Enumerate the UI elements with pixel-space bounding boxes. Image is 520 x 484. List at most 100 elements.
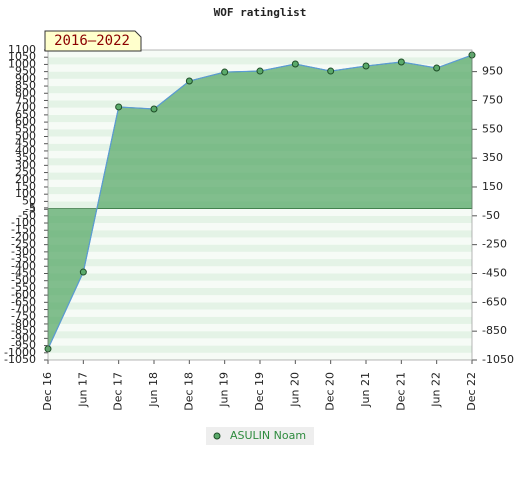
band: [48, 280, 472, 288]
x-tick-label: Dec 19: [253, 372, 266, 411]
y-tick-label: -550: [11, 281, 36, 294]
band: [48, 208, 472, 216]
y-tick-label: 1000: [8, 57, 36, 70]
point: [291, 60, 299, 68]
band: [48, 309, 472, 317]
y-tick-label: -450: [11, 266, 36, 279]
y-tick-label: 700: [15, 101, 36, 114]
y-tick-label: -200: [11, 230, 36, 243]
band: [48, 352, 472, 360]
y-tick-label: -900: [11, 331, 36, 344]
y2-tick-label: -650: [482, 295, 507, 308]
y-tick-label: -800: [11, 317, 36, 330]
band: [48, 345, 472, 353]
y-tick-label: -500: [11, 274, 36, 287]
y-tick-label: 600: [15, 115, 36, 128]
band: [48, 50, 472, 58]
legend-marker: [213, 432, 221, 440]
band: [48, 251, 472, 260]
point: [397, 58, 405, 66]
y2-tick-label: -50: [482, 209, 500, 222]
y-tick-label: 350: [15, 151, 36, 164]
band: [48, 331, 472, 339]
y-tick-label: 250: [15, 166, 36, 179]
point: [150, 105, 158, 113]
y-tick-label: -1000: [4, 346, 36, 359]
legend-label: ASULIN Noam: [230, 429, 306, 442]
y-tick-label: 200: [15, 173, 36, 186]
y-tick-label: 800: [15, 86, 36, 99]
y-tick-label: -100: [11, 216, 36, 229]
band: [48, 273, 472, 281]
x-tick-label: Dec 17: [112, 372, 125, 411]
y2-tick-label: 950: [482, 65, 503, 78]
plot-frame: [47, 49, 473, 361]
x-tick-label: Jun 17: [76, 372, 89, 408]
y2-tick-label: -250: [482, 238, 507, 251]
band: [48, 223, 472, 231]
y-tick-label: 500: [15, 130, 36, 143]
band: [48, 338, 472, 346]
band: [48, 237, 472, 245]
chart-title: WOF ratinglist: [214, 6, 307, 19]
point: [115, 103, 123, 111]
y-tick-label: -50: [18, 209, 36, 222]
y-tick-label: 650: [15, 108, 36, 121]
point: [362, 62, 370, 70]
y2-tick-label: 750: [482, 93, 503, 106]
badge: 2016–2022: [54, 33, 130, 49]
y-tick-label: -350: [11, 252, 36, 265]
point: [256, 67, 264, 75]
y-tick-label: -700: [11, 303, 36, 316]
x-tick-label: Jun 22: [430, 372, 443, 408]
y-tick-label: -300: [11, 245, 36, 258]
band: [48, 316, 472, 324]
x-tick-label: Dec 21: [394, 372, 407, 411]
y-tick-label: 750: [15, 93, 36, 106]
band: [48, 287, 472, 296]
badge-box: [44, 30, 142, 52]
y2-tick-label: 150: [482, 180, 503, 193]
y-tick-label: -1050: [4, 353, 36, 366]
x-tick-label: Dec 20: [324, 372, 337, 411]
y-tick-label: -950: [11, 339, 36, 352]
x-tick-label: Dec 18: [182, 372, 195, 411]
x-tick-label: Jun 19: [218, 372, 231, 408]
y-tick-label: 150: [15, 180, 36, 193]
y-tick-label: -600: [11, 288, 36, 301]
y2-tick-label: -450: [482, 266, 507, 279]
x-tick-label: Dec 16: [41, 372, 54, 411]
band: [48, 266, 472, 274]
y-tick-label: 400: [15, 144, 36, 157]
band: [48, 302, 472, 310]
band: [48, 259, 472, 267]
x-tick-label: Jun 20: [288, 372, 301, 408]
y-tick-label: 1050: [8, 50, 36, 63]
point: [79, 268, 87, 276]
band: [48, 323, 472, 332]
band: [48, 244, 472, 252]
point: [221, 68, 229, 76]
y2-tick-label: 350: [482, 151, 503, 164]
legend-box: [206, 427, 314, 445]
y-tick-label: -850: [11, 324, 36, 337]
y-tick-label: -750: [11, 310, 36, 323]
x-tick-label: Dec 22: [465, 372, 478, 411]
y-tick-label: 5: [29, 201, 36, 214]
x-tick-label: Jun 21: [359, 372, 372, 408]
x-tick-label: Jun 18: [147, 372, 160, 408]
y-tick-label: -5: [25, 202, 36, 215]
y2-tick-label: 550: [482, 122, 503, 135]
y2-tick-label: -850: [482, 324, 507, 337]
point: [327, 67, 335, 75]
band: [48, 215, 472, 224]
y-tick-label: 900: [15, 72, 36, 85]
band: [48, 57, 472, 65]
point: [433, 64, 441, 72]
y-tick-label: 100: [15, 187, 36, 200]
y-tick-label: 1100: [8, 43, 36, 56]
band: [48, 230, 472, 238]
point: [185, 77, 193, 85]
